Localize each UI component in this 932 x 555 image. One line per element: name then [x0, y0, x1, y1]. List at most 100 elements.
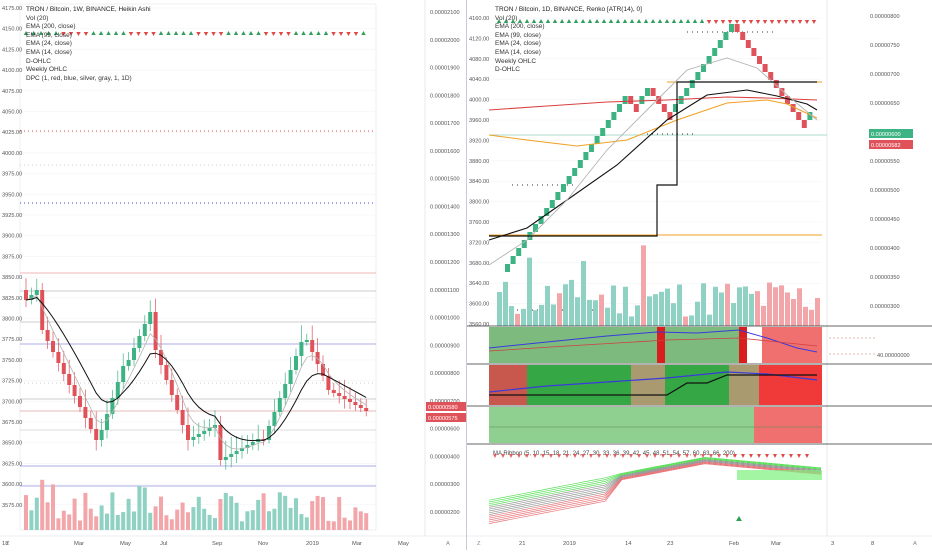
bullish-brick[interactable]: [723, 32, 729, 40]
legend-dpc[interactable]: DPC (1, red, blue, silver, gray, 1, 1D): [26, 74, 132, 82]
bearish-candle[interactable]: [94, 429, 99, 440]
bearish-brick[interactable]: [650, 88, 656, 96]
bullish-brick[interactable]: [807, 112, 813, 120]
bullish-candle[interactable]: [132, 348, 136, 360]
bearish-candle[interactable]: [310, 340, 315, 352]
bearish-brick[interactable]: [790, 104, 796, 112]
legend-volume[interactable]: Vol (20): [495, 14, 518, 22]
bullish-candle[interactable]: [240, 448, 244, 451]
bullish-candle[interactable]: [304, 340, 309, 342]
bullish-brick[interactable]: [544, 208, 550, 216]
bullish-candle[interactable]: [137, 336, 142, 348]
legend-ema-24[interactable]: EMA (24, close): [26, 40, 72, 48]
bearish-candle[interactable]: [186, 425, 190, 440]
weekly-chart-canvas[interactable]: 4175.00 4150.00 4125.00 4100.00 4075.00 4050.…: [0, 0, 466, 550]
bullish-brick[interactable]: [572, 168, 578, 176]
legend-d-ohlc[interactable]: D-OHLC: [26, 57, 51, 65]
bearish-brick[interactable]: [801, 120, 807, 128]
bullish-candle[interactable]: [142, 324, 147, 336]
bearish-brick[interactable]: [628, 96, 634, 104]
bullish-candle[interactable]: [105, 414, 109, 430]
bullish-candle[interactable]: [294, 356, 298, 370]
legend-d-ohlc[interactable]: D-OHLC: [495, 66, 520, 74]
bullish-candle[interactable]: [126, 360, 131, 366]
bearish-candle[interactable]: [326, 376, 331, 390]
bearish-brick[interactable]: [740, 32, 746, 40]
bullish-brick[interactable]: [717, 40, 723, 48]
bullish-brick[interactable]: [729, 24, 734, 32]
bullish-brick[interactable]: [695, 72, 701, 80]
bullish-candle[interactable]: [272, 412, 277, 426]
plot-area[interactable]: [19, 3, 377, 531]
bullish-brick[interactable]: [516, 248, 522, 256]
bullish-candle[interactable]: [250, 442, 255, 445]
bearish-brick[interactable]: [633, 104, 639, 112]
bullish-brick[interactable]: [706, 56, 712, 64]
bearish-brick[interactable]: [757, 56, 762, 64]
bullish-brick[interactable]: [600, 128, 606, 136]
legend-ema-99[interactable]: EMA (99, close): [26, 31, 72, 39]
bullish-brick[interactable]: [684, 88, 690, 96]
bearish-candle[interactable]: [321, 364, 325, 376]
bearish-candle[interactable]: [159, 350, 163, 365]
bullish-candle[interactable]: [245, 445, 250, 448]
legend-ema-14[interactable]: EMA (14, close): [26, 48, 72, 56]
bullish-brick[interactable]: [561, 184, 566, 192]
bearish-brick[interactable]: [661, 104, 667, 112]
bearish-candle[interactable]: [51, 341, 55, 352]
bearish-brick[interactable]: [751, 48, 757, 56]
bullish-brick[interactable]: [538, 216, 544, 224]
bullish-brick[interactable]: [611, 112, 617, 120]
bullish-candle[interactable]: [229, 454, 234, 457]
bullish-brick[interactable]: [510, 256, 516, 264]
bullish-candle[interactable]: [196, 434, 201, 437]
bullish-brick[interactable]: [583, 152, 589, 160]
legend-weekly-ohlc[interactable]: Weekly OHLC: [495, 57, 537, 65]
weekly-heikin-ashi-chart[interactable]: 4175.00 4150.00 4125.00 4100.00 4075.00 4050.…: [0, 0, 467, 550]
bullish-candle[interactable]: [99, 430, 104, 440]
bullish-candle[interactable]: [299, 342, 304, 356]
daily-legend-title[interactable]: TRON / Bitcoin, 1D, BINANCE, Renko [ATR(…: [495, 6, 642, 13]
bullish-candle[interactable]: [288, 370, 293, 384]
bullish-brick[interactable]: [617, 104, 622, 112]
bullish-brick[interactable]: [605, 120, 611, 128]
bullish-brick[interactable]: [589, 144, 594, 152]
bearish-brick[interactable]: [779, 88, 785, 96]
bearish-brick[interactable]: [773, 80, 779, 88]
bullish-brick[interactable]: [645, 88, 650, 96]
bullish-brick[interactable]: [505, 264, 510, 272]
legend-weekly-ohlc[interactable]: Weekly OHLC: [26, 66, 68, 74]
bearish-candle[interactable]: [164, 365, 169, 380]
daily-renko-chart[interactable]: 4160.00 4120.00 4080.00 4040.00 4000.00 3960.…: [467, 0, 932, 550]
daily-chart-canvas[interactable]: 4160.00 4120.00 4080.00 4040.00 4000.00 3960.…: [467, 0, 932, 550]
bullish-brick[interactable]: [533, 224, 538, 232]
bearish-candle[interactable]: [364, 408, 369, 411]
bearish-candle[interactable]: [353, 402, 358, 405]
bullish-candle[interactable]: [29, 295, 34, 300]
bullish-candle[interactable]: [283, 384, 288, 398]
bearish-candle[interactable]: [40, 290, 45, 330]
bearish-candle[interactable]: [88, 418, 93, 429]
bullish-candle[interactable]: [34, 290, 39, 295]
bearish-brick[interactable]: [785, 96, 790, 104]
legend-ema-14[interactable]: EMA (14, close): [495, 48, 541, 56]
bullish-candle[interactable]: [191, 437, 196, 440]
bullish-candle[interactable]: [223, 457, 228, 460]
bearish-candle[interactable]: [331, 390, 336, 393]
weekly-legend-title[interactable]: TRON / Bitcoin, 1W, BINANCE, Heikin Ashi: [26, 6, 151, 13]
bearish-candle[interactable]: [175, 395, 180, 410]
legend-ema-99[interactable]: EMA (99, close): [495, 31, 541, 39]
bearish-candle[interactable]: [180, 410, 185, 425]
bullish-candle[interactable]: [121, 366, 126, 382]
bullish-brick[interactable]: [622, 96, 628, 104]
bearish-brick[interactable]: [745, 40, 751, 48]
bearish-candle[interactable]: [56, 352, 61, 363]
bullish-brick[interactable]: [521, 240, 527, 248]
bullish-brick[interactable]: [577, 160, 583, 168]
bearish-brick[interactable]: [768, 72, 774, 80]
bullish-candle[interactable]: [110, 398, 115, 414]
bullish-brick[interactable]: [594, 136, 600, 144]
bearish-candle[interactable]: [348, 399, 352, 402]
bullish-candle[interactable]: [115, 382, 120, 398]
legend-ema-200[interactable]: EMA (200, close): [495, 23, 545, 31]
